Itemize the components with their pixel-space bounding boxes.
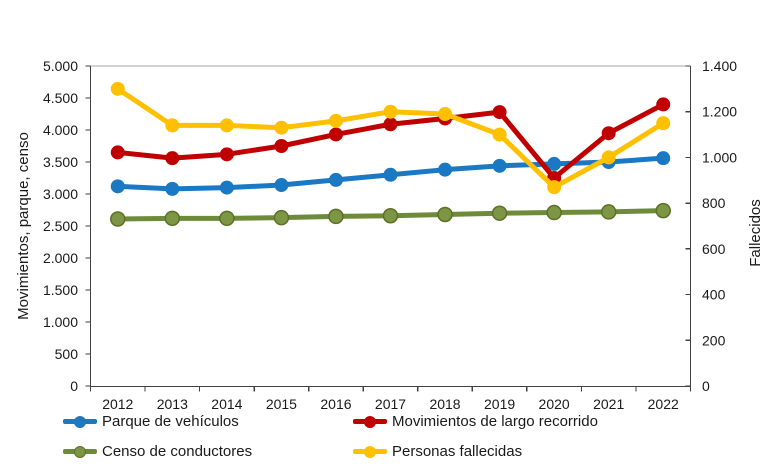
x-tick-label: 2017 <box>375 396 406 412</box>
legend-label: Movimientos de largo recorrido <box>392 413 598 430</box>
left-tick-label: 4.000 <box>43 122 78 138</box>
left-tick-label: 5.000 <box>43 58 78 74</box>
left-tick-label: 4.500 <box>43 90 78 106</box>
right-tick-label: 600 <box>702 241 726 257</box>
right-tick-label: 1.400 <box>702 58 737 74</box>
data-point-parque-de-vehiculos <box>438 162 453 177</box>
data-point-movimientos-de-largo-recorrido <box>383 117 398 132</box>
data-point-parque-de-vehiculos <box>656 151 671 166</box>
right-tick-label: 200 <box>702 332 726 348</box>
data-point-parque-de-vehiculos <box>165 181 180 196</box>
left-tick-label: 500 <box>55 346 79 362</box>
legend-label: Personas fallecidas <box>392 443 523 460</box>
data-point-parque-de-vehiculos <box>328 172 343 187</box>
legend-marker-dot <box>74 415 86 428</box>
data-point-personas-fallecidas <box>601 150 616 165</box>
data-point-movimientos-de-largo-recorrido <box>110 145 125 160</box>
x-tick-label: 2022 <box>648 396 679 412</box>
left-tick-label: 2.500 <box>43 218 78 234</box>
x-tick-label: 2016 <box>320 396 351 412</box>
data-point-movimientos-de-largo-recorrido <box>492 105 507 120</box>
left-axis-title: Movimientos, parque, censo <box>15 132 32 320</box>
legend-label: Censo de conductores <box>102 443 253 460</box>
legend-label: Parque de vehículos <box>102 413 239 430</box>
data-point-movimientos-de-largo-recorrido <box>274 139 289 153</box>
legend-marker-censo-de-conductores <box>63 445 97 458</box>
legend-marker-dot <box>74 445 86 458</box>
axes <box>85 65 692 392</box>
left-tick-label: 1.000 <box>43 314 78 330</box>
x-tick-label: 2021 <box>593 396 624 412</box>
data-point-censo-de-conductores <box>437 206 453 223</box>
data-point-personas-fallecidas <box>219 118 234 133</box>
x-tick-label: 2020 <box>539 396 570 412</box>
data-point-movimientos-de-largo-recorrido <box>656 97 671 112</box>
data-point-parque-de-vehiculos <box>110 179 125 194</box>
right-axis-title: Fallecidos <box>747 199 764 267</box>
data-point-personas-fallecidas <box>383 104 398 119</box>
x-tick-label: 2015 <box>266 396 297 412</box>
x-tick-label: 2018 <box>429 396 460 412</box>
data-point-movimientos-de-largo-recorrido <box>219 147 234 162</box>
right-tick-label: 400 <box>702 287 726 303</box>
left-tick-label: 0 <box>70 378 78 394</box>
data-point-personas-fallecidas <box>492 127 507 142</box>
data-point-personas-fallecidas <box>547 180 562 195</box>
data-point-parque-de-vehiculos <box>547 156 562 171</box>
data-point-movimientos-de-largo-recorrido <box>328 127 343 142</box>
left-tick-label: 2.000 <box>43 250 78 266</box>
data-point-parque-de-vehiculos <box>492 158 507 173</box>
data-point-personas-fallecidas <box>328 113 343 128</box>
right-tick-label: 1.200 <box>702 104 737 120</box>
legend-marker-personas-fallecidas <box>353 445 387 458</box>
right-tick-label: 0 <box>702 378 710 394</box>
data-point-parque-de-vehiculos <box>383 167 398 182</box>
right-tick-label: 1.000 <box>702 149 737 165</box>
data-point-censo-de-conductores <box>273 209 290 226</box>
data-point-censo-de-conductores <box>219 210 235 227</box>
x-tick-label: 2013 <box>157 396 188 412</box>
x-tick-label: 2014 <box>211 396 242 412</box>
legend-marker-parque-de-vehiculos <box>63 415 97 428</box>
data-point-movimientos-de-largo-recorrido <box>601 126 616 141</box>
legend-item-movimientos-de-largo-recorrido: Movimientos de largo recorrido <box>353 413 598 430</box>
data-point-parque-de-vehiculos <box>219 180 234 195</box>
series-personas-fallecidas <box>110 81 671 195</box>
left-tick-label: 1.500 <box>43 282 78 298</box>
legend-item-personas-fallecidas: Personas fallecidas <box>353 443 522 460</box>
data-point-personas-fallecidas <box>165 118 180 133</box>
data-point-censo-de-conductores <box>164 210 181 227</box>
legend-marker-dot <box>364 415 376 428</box>
x-tick-label: 2012 <box>102 396 133 412</box>
legend-item-censo-de-conductores: Censo de conductores <box>63 443 252 460</box>
data-point-personas-fallecidas <box>438 107 453 121</box>
data-point-censo-de-conductores <box>328 208 344 225</box>
data-point-censo-de-conductores <box>600 204 617 220</box>
data-point-personas-fallecidas <box>110 81 125 96</box>
legend-marker-dot <box>364 445 376 458</box>
data-point-personas-fallecidas <box>656 116 671 131</box>
legend-item-parque-de-vehiculos: Parque de vehículos <box>63 413 239 430</box>
data-point-censo-de-conductores <box>491 205 508 221</box>
x-tick-label: 2019 <box>484 396 515 412</box>
right-tick-label: 800 <box>702 195 726 211</box>
left-tick-label: 3.000 <box>43 186 78 202</box>
data-point-censo-de-conductores <box>382 208 399 224</box>
series-censo-de-conductores <box>110 202 671 227</box>
data-point-censo-de-conductores <box>655 202 671 219</box>
legend-marker-movimientos-de-largo-recorrido <box>353 415 387 428</box>
data-point-parque-de-vehiculos <box>274 178 289 193</box>
data-point-censo-de-conductores <box>546 204 562 221</box>
data-point-movimientos-de-largo-recorrido <box>165 151 180 166</box>
data-point-censo-de-conductores <box>110 211 126 227</box>
data-point-personas-fallecidas <box>274 120 289 135</box>
left-tick-label: 3.500 <box>43 154 78 170</box>
